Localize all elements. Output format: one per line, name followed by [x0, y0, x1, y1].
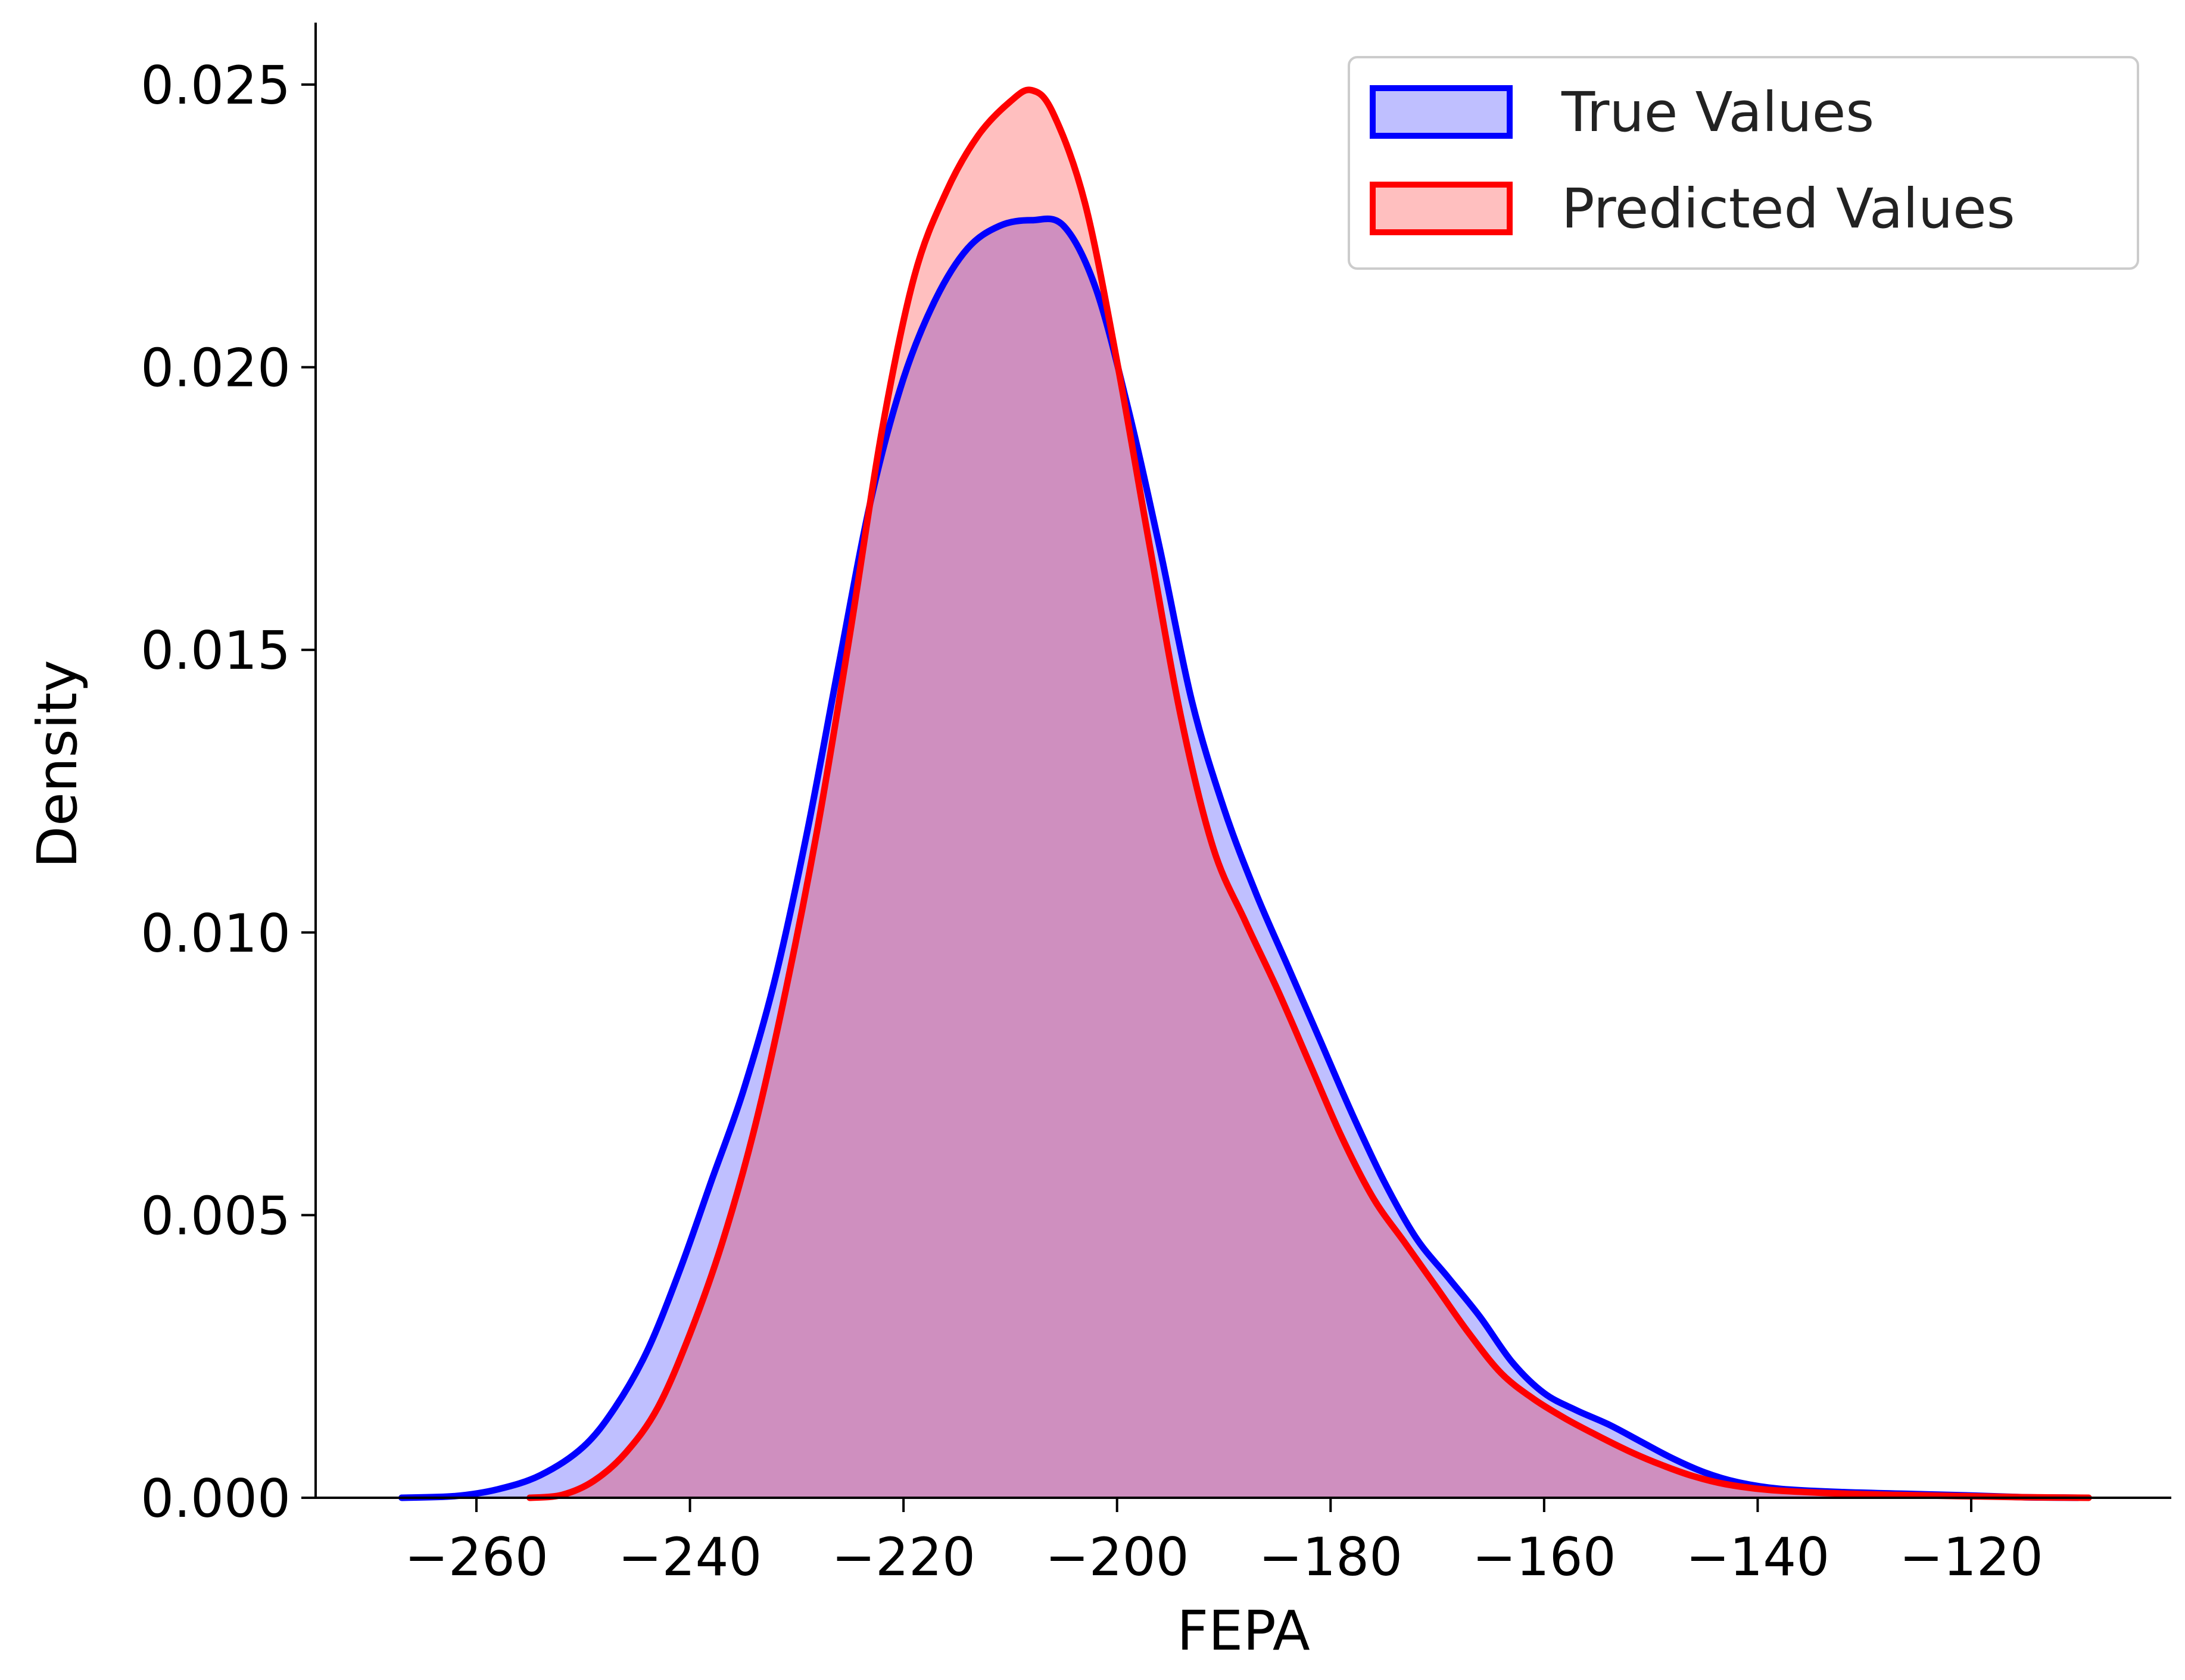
y-axis-ticks: 0.000 0.005 0.010 0.015 0.020 0.025 [141, 55, 316, 1529]
legend-label-predicted-values: Predicted Values [1561, 177, 2015, 241]
y-tick-label: 0.020 [141, 338, 291, 399]
x-tick-label: −240 [618, 1526, 762, 1588]
x-axis-ticks: −260 −240 −220 −200 −180 −160 −140 −120 [404, 1498, 2043, 1588]
line-true-values [398, 216, 2081, 1501]
y-axis-title: Density [26, 660, 89, 868]
legend-frame [1348, 56, 2139, 270]
legend-swatch-predicted-values [1370, 182, 1513, 235]
y-tick-label: 0.010 [141, 903, 291, 964]
x-tick-label: −180 [1258, 1526, 1402, 1588]
x-tick-label: −120 [1899, 1526, 2043, 1588]
x-tick-label: −260 [404, 1526, 548, 1588]
y-tick-label: 0.000 [141, 1468, 291, 1529]
area-predicted-values [529, 89, 2089, 1498]
y-tick-label: 0.015 [141, 620, 291, 681]
x-tick-label: −160 [1472, 1526, 1616, 1588]
legend-label-true-values: True Values [1561, 80, 1874, 144]
density-lines [398, 86, 2092, 1501]
x-tick-label: −220 [831, 1526, 975, 1588]
x-tick-label: −200 [1045, 1526, 1189, 1588]
line-predicted-values [526, 86, 2092, 1501]
density-areas [401, 89, 2089, 1498]
x-tick-label: −140 [1686, 1526, 1830, 1588]
legend: True Values Predicted Values [1348, 56, 2139, 270]
y-tick-label: 0.005 [141, 1185, 291, 1246]
x-axis-title: FEPA [1177, 1599, 1310, 1663]
y-tick-label: 0.025 [141, 55, 291, 116]
legend-swatch-true-values [1370, 85, 1513, 139]
